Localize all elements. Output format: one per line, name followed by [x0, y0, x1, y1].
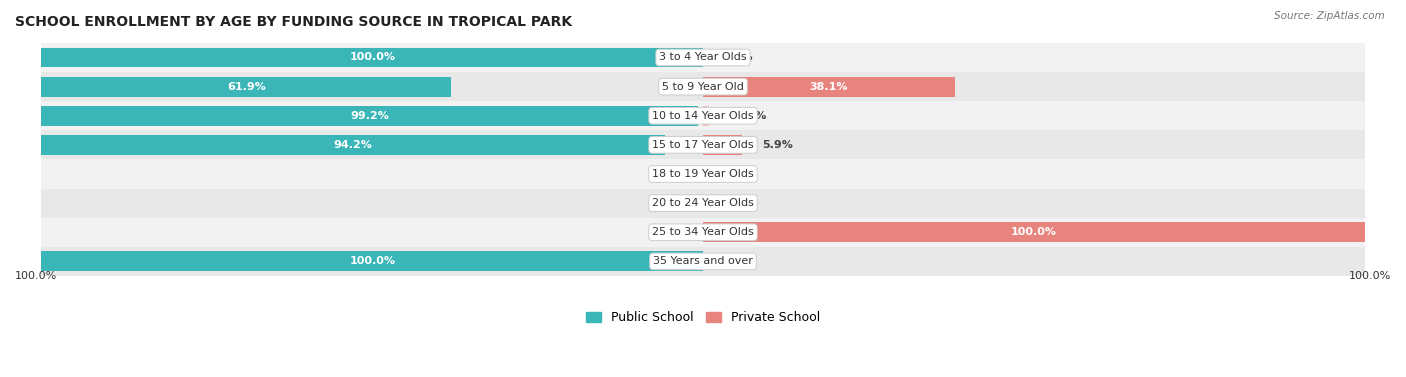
- Text: 15 to 17 Year Olds: 15 to 17 Year Olds: [652, 140, 754, 150]
- Bar: [41, 188, 1365, 218]
- Text: 5.9%: 5.9%: [762, 140, 793, 150]
- Bar: [41, 135, 665, 155]
- Text: 0.0%: 0.0%: [723, 256, 754, 267]
- Text: 0.0%: 0.0%: [652, 169, 683, 179]
- Text: 0.85%: 0.85%: [728, 111, 766, 121]
- Bar: [41, 251, 703, 271]
- Text: 5 to 9 Year Old: 5 to 9 Year Old: [662, 82, 744, 92]
- Bar: [41, 247, 1365, 276]
- Bar: [41, 77, 451, 97]
- Text: 99.2%: 99.2%: [350, 111, 389, 121]
- Text: 100.0%: 100.0%: [349, 52, 395, 63]
- Text: 0.0%: 0.0%: [723, 169, 754, 179]
- Bar: [41, 218, 1365, 247]
- Text: 0.0%: 0.0%: [723, 198, 754, 208]
- Text: 100.0%: 100.0%: [1348, 271, 1391, 281]
- Text: 35 Years and over: 35 Years and over: [652, 256, 754, 267]
- Text: SCHOOL ENROLLMENT BY AGE BY FUNDING SOURCE IN TROPICAL PARK: SCHOOL ENROLLMENT BY AGE BY FUNDING SOUR…: [15, 15, 572, 29]
- Bar: [703, 222, 1365, 242]
- Text: 20 to 24 Year Olds: 20 to 24 Year Olds: [652, 198, 754, 208]
- Text: 100.0%: 100.0%: [15, 271, 58, 281]
- Text: Source: ZipAtlas.com: Source: ZipAtlas.com: [1274, 11, 1385, 21]
- Bar: [41, 43, 1365, 72]
- Bar: [703, 135, 742, 155]
- Text: 100.0%: 100.0%: [1011, 227, 1057, 237]
- Text: 0.0%: 0.0%: [652, 198, 683, 208]
- Bar: [703, 106, 709, 126]
- Bar: [703, 77, 955, 97]
- Text: 38.1%: 38.1%: [810, 82, 848, 92]
- Text: 94.2%: 94.2%: [333, 140, 373, 150]
- Text: 100.0%: 100.0%: [349, 256, 395, 267]
- Bar: [41, 72, 1365, 101]
- Bar: [41, 159, 1365, 188]
- Legend: Public School, Private School: Public School, Private School: [581, 307, 825, 329]
- Text: 0.0%: 0.0%: [723, 52, 754, 63]
- Text: 3 to 4 Year Olds: 3 to 4 Year Olds: [659, 52, 747, 63]
- Text: 61.9%: 61.9%: [226, 82, 266, 92]
- Bar: [41, 130, 1365, 159]
- Bar: [41, 106, 697, 126]
- Bar: [41, 48, 703, 67]
- Text: 0.0%: 0.0%: [652, 227, 683, 237]
- Text: 18 to 19 Year Olds: 18 to 19 Year Olds: [652, 169, 754, 179]
- Text: 10 to 14 Year Olds: 10 to 14 Year Olds: [652, 111, 754, 121]
- Text: 25 to 34 Year Olds: 25 to 34 Year Olds: [652, 227, 754, 237]
- Bar: [41, 101, 1365, 130]
